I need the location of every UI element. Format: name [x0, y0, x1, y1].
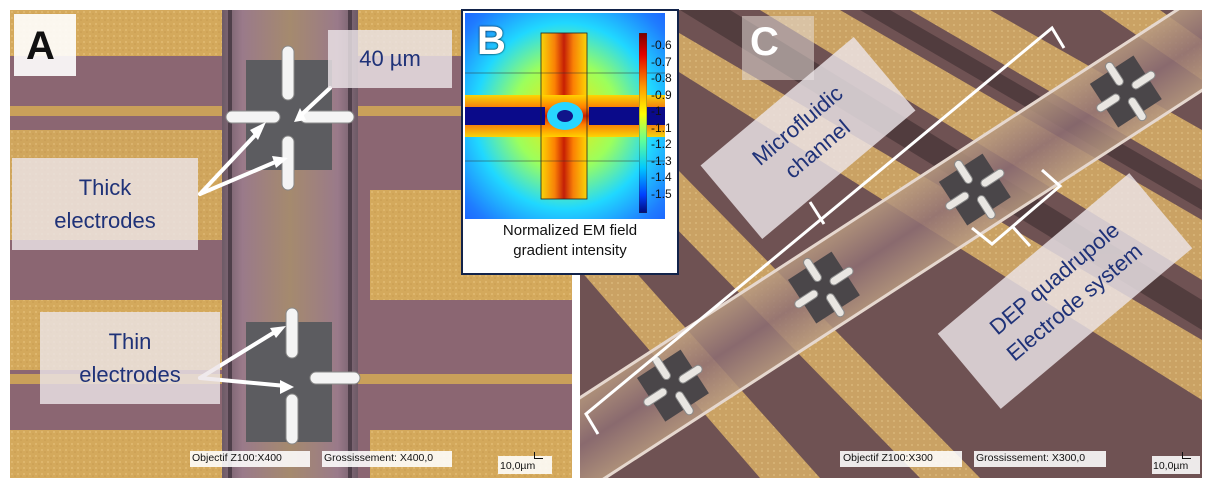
- colorbar-tick-label: -1.1: [651, 120, 672, 135]
- magnification-text-c: Grossissement: X300,0: [976, 452, 1086, 464]
- colorbar-tick-label: -1.4: [651, 170, 672, 184]
- thick-electrodes-label: Thick electrodes: [12, 158, 198, 250]
- objective-text-a: Objectif Z100:X400: [192, 452, 282, 464]
- thin-label-line1: Thin: [108, 329, 152, 354]
- colorbar-tick-label: -0.7: [651, 54, 672, 69]
- objective-text-c: Objectif Z100:X300: [843, 452, 933, 464]
- gap-size-label: 40 µm: [328, 30, 452, 88]
- colorbar-tick-label: -0.6: [651, 38, 672, 52]
- panel-b-caption: Normalized EM field gradient intensity: [463, 221, 677, 273]
- colorbar-gradient: [638, 32, 648, 214]
- caption-line2: gradient intensity: [513, 242, 627, 260]
- thin-electrodes-label: Thin electrodes: [40, 312, 220, 404]
- em-field-gradient-map: [465, 13, 665, 219]
- panel-b-letter: B: [477, 19, 506, 63]
- colorbar-tick-label: -0.8: [651, 71, 672, 85]
- panel-b-simulation: -0.6 -0.7 -0.8 -0.9 -1 -1.1 -1.2 -1.3 -1.4 -1.5 B…: [461, 9, 679, 275]
- colorbar-tick-label: -1: [651, 104, 662, 118]
- thin-label-line2: electrodes: [79, 362, 181, 387]
- scale-bar-a: 10,0µm: [500, 460, 536, 472]
- colorbar-tick-label: -0.9: [651, 87, 672, 102]
- caption-line1: Normalized EM field: [502, 222, 638, 239]
- panel-c-letter: C: [750, 20, 779, 64]
- colorbar-tick-label: -1.2: [651, 137, 672, 151]
- panel-a-letter: A: [26, 24, 55, 68]
- scale-bar-mark-c: [1182, 452, 1191, 459]
- colorbar: [638, 32, 648, 214]
- thick-label-line2: electrodes: [54, 208, 156, 233]
- scale-bar-c: 10,0µm: [1153, 460, 1189, 472]
- thick-label-line1: Thick: [78, 175, 132, 200]
- colorbar-tick-label: -1.5: [651, 186, 672, 201]
- colorbar-tick-label: -1.3: [651, 153, 672, 168]
- magnification-text-a: Grossissement: X400,0: [324, 452, 434, 464]
- gap-size-text: 40 µm: [359, 46, 421, 71]
- panel-c-micrograph: C Microfluidic channel DEP quadrupole El…: [580, 10, 1202, 478]
- scale-bar-mark-a: [534, 452, 543, 459]
